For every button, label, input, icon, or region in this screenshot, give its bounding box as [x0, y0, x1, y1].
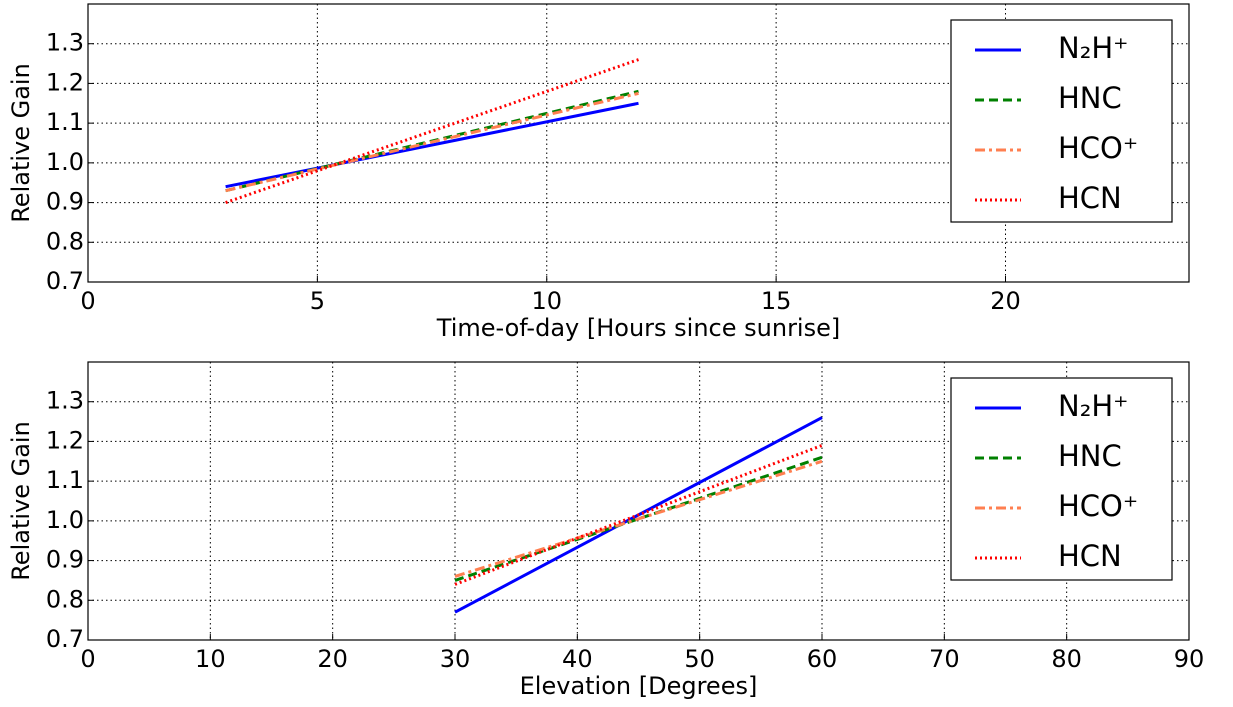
x-tick-label: 20 [317, 645, 348, 673]
x-tick-label: 40 [562, 645, 593, 673]
x-tick-label: 70 [929, 645, 960, 673]
legend-label: HCN [1058, 181, 1122, 215]
y-axis-label: Relative Gain [7, 421, 35, 581]
x-tick-label: 30 [440, 645, 471, 673]
y-tick-label: 0.7 [46, 267, 84, 295]
x-axis-label: Elevation [Degrees] [520, 672, 758, 700]
legend-label: HCO⁺ [1058, 131, 1138, 165]
legend-box [950, 377, 1173, 581]
series-line [454, 459, 823, 578]
legend-label: N₂H⁺ [1058, 389, 1128, 423]
y-tick-label: 0.9 [46, 188, 84, 216]
x-tick-label: 50 [684, 645, 715, 673]
y-tick-label: 1.1 [46, 108, 84, 136]
series-line [225, 58, 639, 204]
legend-label: N₂H⁺ [1058, 31, 1128, 65]
y-tick-label: 1.0 [46, 506, 84, 534]
series-line [225, 101, 639, 189]
x-tick-label: 10 [195, 645, 226, 673]
x-tick-label: 10 [531, 287, 562, 315]
x-tick-label: 80 [1051, 645, 1082, 673]
y-tick-label: 0.8 [46, 227, 84, 255]
x-tick-label: 90 [1174, 645, 1205, 673]
y-tick-label: 0.7 [46, 625, 84, 653]
x-axis-label: Time-of-day [Hours since sunrise] [436, 314, 840, 342]
legend-label: HCO⁺ [1058, 489, 1138, 523]
plot-frame [87, 361, 1190, 641]
y-tick-label: 1.3 [46, 387, 84, 415]
y-tick-label: 1.3 [46, 29, 84, 57]
y-tick-label: 1.2 [46, 426, 84, 454]
legend-label: HCN [1058, 539, 1122, 573]
legend-label: HNC [1058, 81, 1122, 115]
legend-box [950, 19, 1173, 223]
legend-label: HNC [1058, 439, 1122, 473]
series-line [454, 443, 823, 586]
y-tick-label: 0.9 [46, 546, 84, 574]
x-tick-label: 20 [990, 287, 1021, 315]
plot-frame [87, 3, 1190, 283]
x-tick-label: 5 [310, 287, 325, 315]
y-tick-label: 0.8 [46, 585, 84, 613]
y-tick-label: 1.1 [46, 466, 84, 494]
x-tick-label: 15 [761, 287, 792, 315]
y-axis-label: Relative Gain [7, 63, 35, 223]
series-line [225, 91, 639, 193]
x-tick-label: 0 [80, 287, 95, 315]
x-tick-label: 0 [80, 645, 95, 673]
y-tick-label: 1.0 [46, 148, 84, 176]
y-tick-label: 1.2 [46, 68, 84, 96]
x-tick-label: 60 [807, 645, 838, 673]
